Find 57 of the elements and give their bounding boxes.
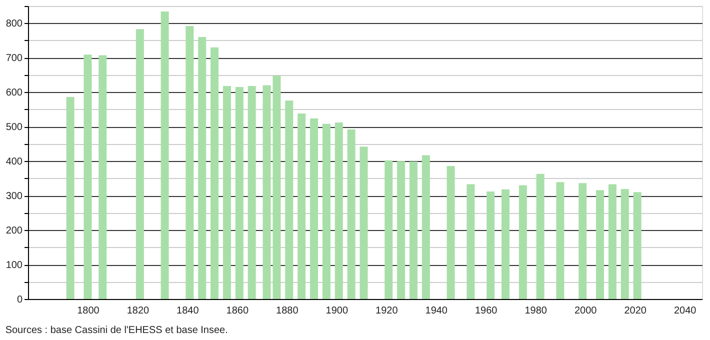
bar — [466, 184, 475, 299]
bar — [360, 146, 368, 299]
bar — [397, 161, 406, 299]
x-tick-label: 2020 — [624, 306, 647, 316]
source-note: Sources : base Cassini de l'EHESS et base Insee. — [5, 325, 228, 336]
bar — [556, 182, 564, 299]
bar — [347, 129, 356, 299]
bar — [222, 86, 231, 299]
y-tick-label: 200 — [6, 226, 23, 237]
x-tick-label: 1920 — [376, 306, 398, 316]
bar — [285, 100, 294, 299]
bar — [620, 189, 629, 299]
bar — [536, 174, 544, 299]
y-tick-label: 800 — [6, 18, 23, 30]
y-tick-label: 100 — [6, 260, 23, 272]
y-tick-label: 700 — [6, 53, 23, 64]
bar — [322, 124, 330, 299]
bar — [578, 183, 587, 299]
x-tick-label: 1980 — [524, 306, 548, 316]
bar — [160, 12, 169, 299]
bar — [518, 185, 527, 299]
x-tick-label: 1860 — [226, 306, 249, 316]
bar — [210, 47, 219, 299]
bar — [235, 87, 244, 299]
x-tick-label: 1960 — [474, 306, 498, 316]
y-tick-label: 0 — [16, 294, 23, 306]
bar — [633, 192, 642, 299]
x-tick-label: 1840 — [176, 306, 200, 316]
bar — [502, 189, 510, 299]
x-tick-label: 1800 — [77, 306, 100, 316]
bar — [334, 122, 343, 299]
y-tick-label: 500 — [6, 122, 23, 134]
bar — [422, 155, 430, 299]
bar — [608, 184, 616, 299]
bar — [66, 97, 74, 299]
bar — [446, 166, 455, 299]
bar — [248, 86, 256, 299]
bar — [409, 161, 418, 299]
bar — [596, 190, 604, 299]
x-tick-label: 2040 — [674, 306, 697, 316]
bar — [136, 29, 144, 299]
x-tick-label: 1900 — [326, 306, 348, 316]
y-tick-label: 600 — [6, 88, 23, 99]
bar — [98, 55, 107, 299]
bar — [486, 191, 495, 299]
bar — [384, 160, 393, 299]
y-tick-label: 400 — [6, 156, 23, 168]
bar — [310, 118, 318, 299]
x-tick-label: 1940 — [425, 306, 448, 316]
bar — [186, 26, 194, 299]
bar — [198, 37, 206, 299]
y-tick-label: 300 — [6, 191, 23, 202]
bar — [298, 114, 306, 299]
x-tick-label: 2000 — [574, 306, 598, 316]
bar — [84, 54, 92, 299]
x-tick-label: 1820 — [126, 306, 150, 316]
x-tick-label: 1880 — [276, 306, 299, 316]
